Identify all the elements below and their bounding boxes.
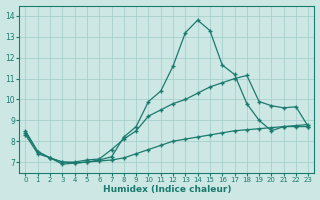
X-axis label: Humidex (Indice chaleur): Humidex (Indice chaleur) xyxy=(103,185,231,194)
